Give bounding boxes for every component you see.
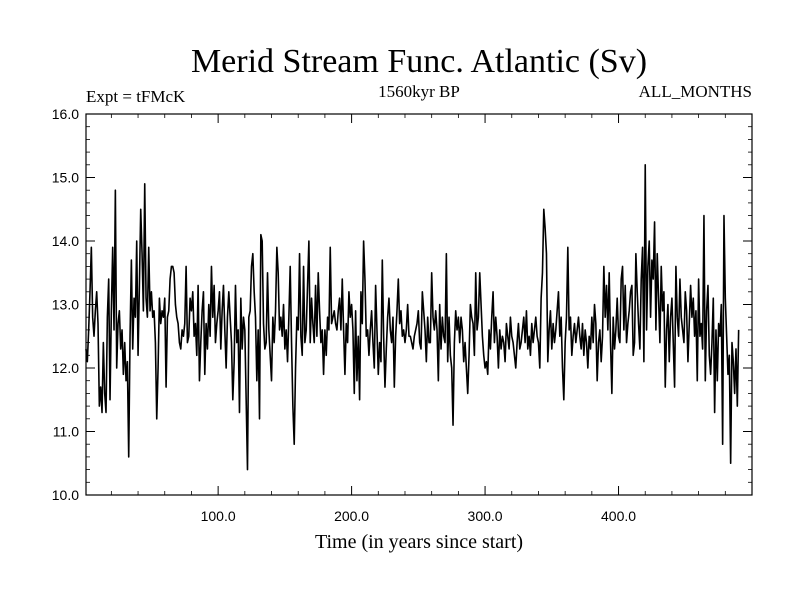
x-tick-label-3: 400.0 xyxy=(601,508,636,524)
y-tick-label-1: 11.0 xyxy=(53,424,79,440)
y-axis: 10.0 11.0 12.0 13.0 14.0 15.0 16.0 xyxy=(52,106,752,503)
x-tick-label-0: 100.0 xyxy=(201,508,236,524)
x-axis: 100.0 200.0 300.0 400.0 xyxy=(110,114,726,524)
experiment-label: Expt = tFMcK xyxy=(86,87,186,106)
y-tick-label-6: 16.0 xyxy=(52,106,79,122)
y-tick-label-0: 10.0 xyxy=(52,487,79,503)
y-tick-label-2: 12.0 xyxy=(52,360,79,376)
x-tick-label-2: 300.0 xyxy=(468,508,503,524)
chart-title: Merid Stream Func. Atlantic (Sv) xyxy=(191,43,647,80)
months-label: ALL_MONTHS xyxy=(639,82,752,101)
data-line-group xyxy=(85,164,740,471)
y-tick-label-4: 14.0 xyxy=(52,233,79,249)
x-tick-label-1: 200.0 xyxy=(334,508,369,524)
series-line-0 xyxy=(85,164,740,471)
plot-frame xyxy=(85,113,753,496)
y-tick-label-3: 13.0 xyxy=(52,297,79,313)
x-axis-label: Time (in years since start) xyxy=(315,531,523,553)
y-tick-label-5: 15.0 xyxy=(52,170,79,186)
chart-subtitle: 1560kyr BP xyxy=(378,82,460,101)
